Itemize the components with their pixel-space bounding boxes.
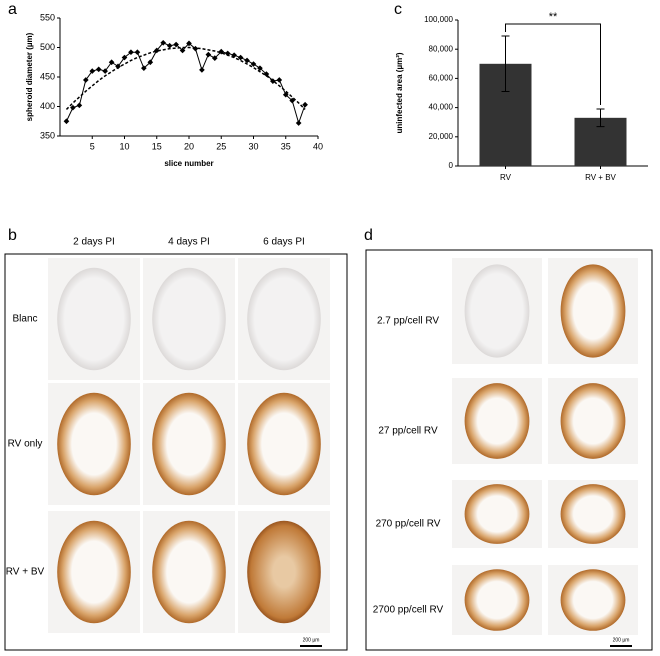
scale-bar-label: 200 µm <box>303 637 320 643</box>
y-axis-label: spheroid diameter (µm) <box>25 32 34 121</box>
row-label: 27 pp/cell RV <box>378 426 438 437</box>
y-tick-label: 450 <box>40 71 55 81</box>
significance-bracket <box>505 23 601 106</box>
panel-label: b <box>8 227 17 244</box>
y-tick-label: 400 <box>40 101 55 111</box>
spheroid <box>247 520 321 624</box>
x-tick-label: 30 <box>248 141 258 151</box>
point <box>76 102 83 109</box>
row-label: Blanc <box>12 314 37 325</box>
x-tick-label: RV + BV <box>585 173 616 182</box>
x-tick-label: 35 <box>281 141 291 151</box>
point <box>205 51 212 58</box>
point <box>70 104 76 111</box>
point <box>244 57 250 64</box>
row-label: RV + BV <box>6 567 45 578</box>
point <box>302 101 308 108</box>
point <box>257 65 263 71</box>
y-axis-label: uninfected area (µm²) <box>395 52 404 133</box>
row-label: 2700 pp/cell RV <box>373 605 444 616</box>
spheroid <box>152 392 226 496</box>
x-axis-label: slice number <box>164 159 213 168</box>
y-tick-label: 60,000 <box>429 74 454 83</box>
y-tick-label: 20,000 <box>429 132 454 141</box>
column-header: 6 days PI <box>263 237 305 248</box>
x-tick-label: 15 <box>152 141 162 151</box>
spheroid <box>57 267 131 371</box>
row-label: 2.7 pp/cell RV <box>377 316 439 327</box>
point <box>63 118 70 125</box>
spheroid <box>560 383 626 459</box>
y-tick-label: 80,000 <box>429 44 454 53</box>
spheroid <box>560 264 626 358</box>
error-bar <box>501 35 510 93</box>
y-tick-label: 40,000 <box>429 103 454 112</box>
spheroid <box>57 392 131 496</box>
y-tick-label: 500 <box>40 42 55 52</box>
y-tick-label: 350 <box>40 130 55 140</box>
x-tick-label: 10 <box>119 141 129 151</box>
column-header: 4 days PI <box>168 237 210 248</box>
spheroid <box>57 520 131 624</box>
point <box>166 42 173 49</box>
spheroid <box>152 520 226 624</box>
point <box>82 77 89 83</box>
x-tick-label: 5 <box>90 141 95 151</box>
row-label: 270 pp/cell RV <box>376 519 441 530</box>
y-tick-label: 100,000 <box>424 15 453 24</box>
spheroid <box>247 267 321 371</box>
y-tick-label: 0 <box>449 161 454 170</box>
y-tick-label: 550 <box>40 12 55 22</box>
spheroid <box>247 392 321 496</box>
x-tick-label: 40 <box>313 141 323 151</box>
point <box>102 68 108 74</box>
panel-label: a <box>8 1 17 18</box>
error-bar <box>596 108 605 128</box>
series-line <box>65 42 306 125</box>
panel-label: c <box>394 1 402 18</box>
point <box>134 49 141 56</box>
spheroid <box>464 383 530 459</box>
x-tick-label: 25 <box>216 141 226 151</box>
point <box>141 65 147 71</box>
point <box>89 68 96 74</box>
x-tick-label: 20 <box>184 141 194 151</box>
spheroid <box>464 484 530 544</box>
x-tick-label: RV <box>500 173 512 182</box>
point <box>199 67 205 73</box>
spheroid <box>560 569 626 631</box>
column-header: 2 days PI <box>73 237 115 248</box>
panel-label: d <box>364 227 373 244</box>
spheroid <box>464 264 530 358</box>
significance-label: ** <box>549 11 558 23</box>
spheroid <box>560 484 626 544</box>
series-line <box>65 46 306 110</box>
spheroid <box>152 267 226 371</box>
panel-frame <box>4 253 348 651</box>
point <box>95 66 102 73</box>
row-label: RV only <box>8 439 43 450</box>
point <box>263 71 270 77</box>
point <box>276 77 283 83</box>
panel-frame <box>365 249 653 651</box>
spheroid <box>464 569 530 631</box>
point <box>295 120 302 126</box>
scale-bar-label: 200 µm <box>613 637 630 643</box>
